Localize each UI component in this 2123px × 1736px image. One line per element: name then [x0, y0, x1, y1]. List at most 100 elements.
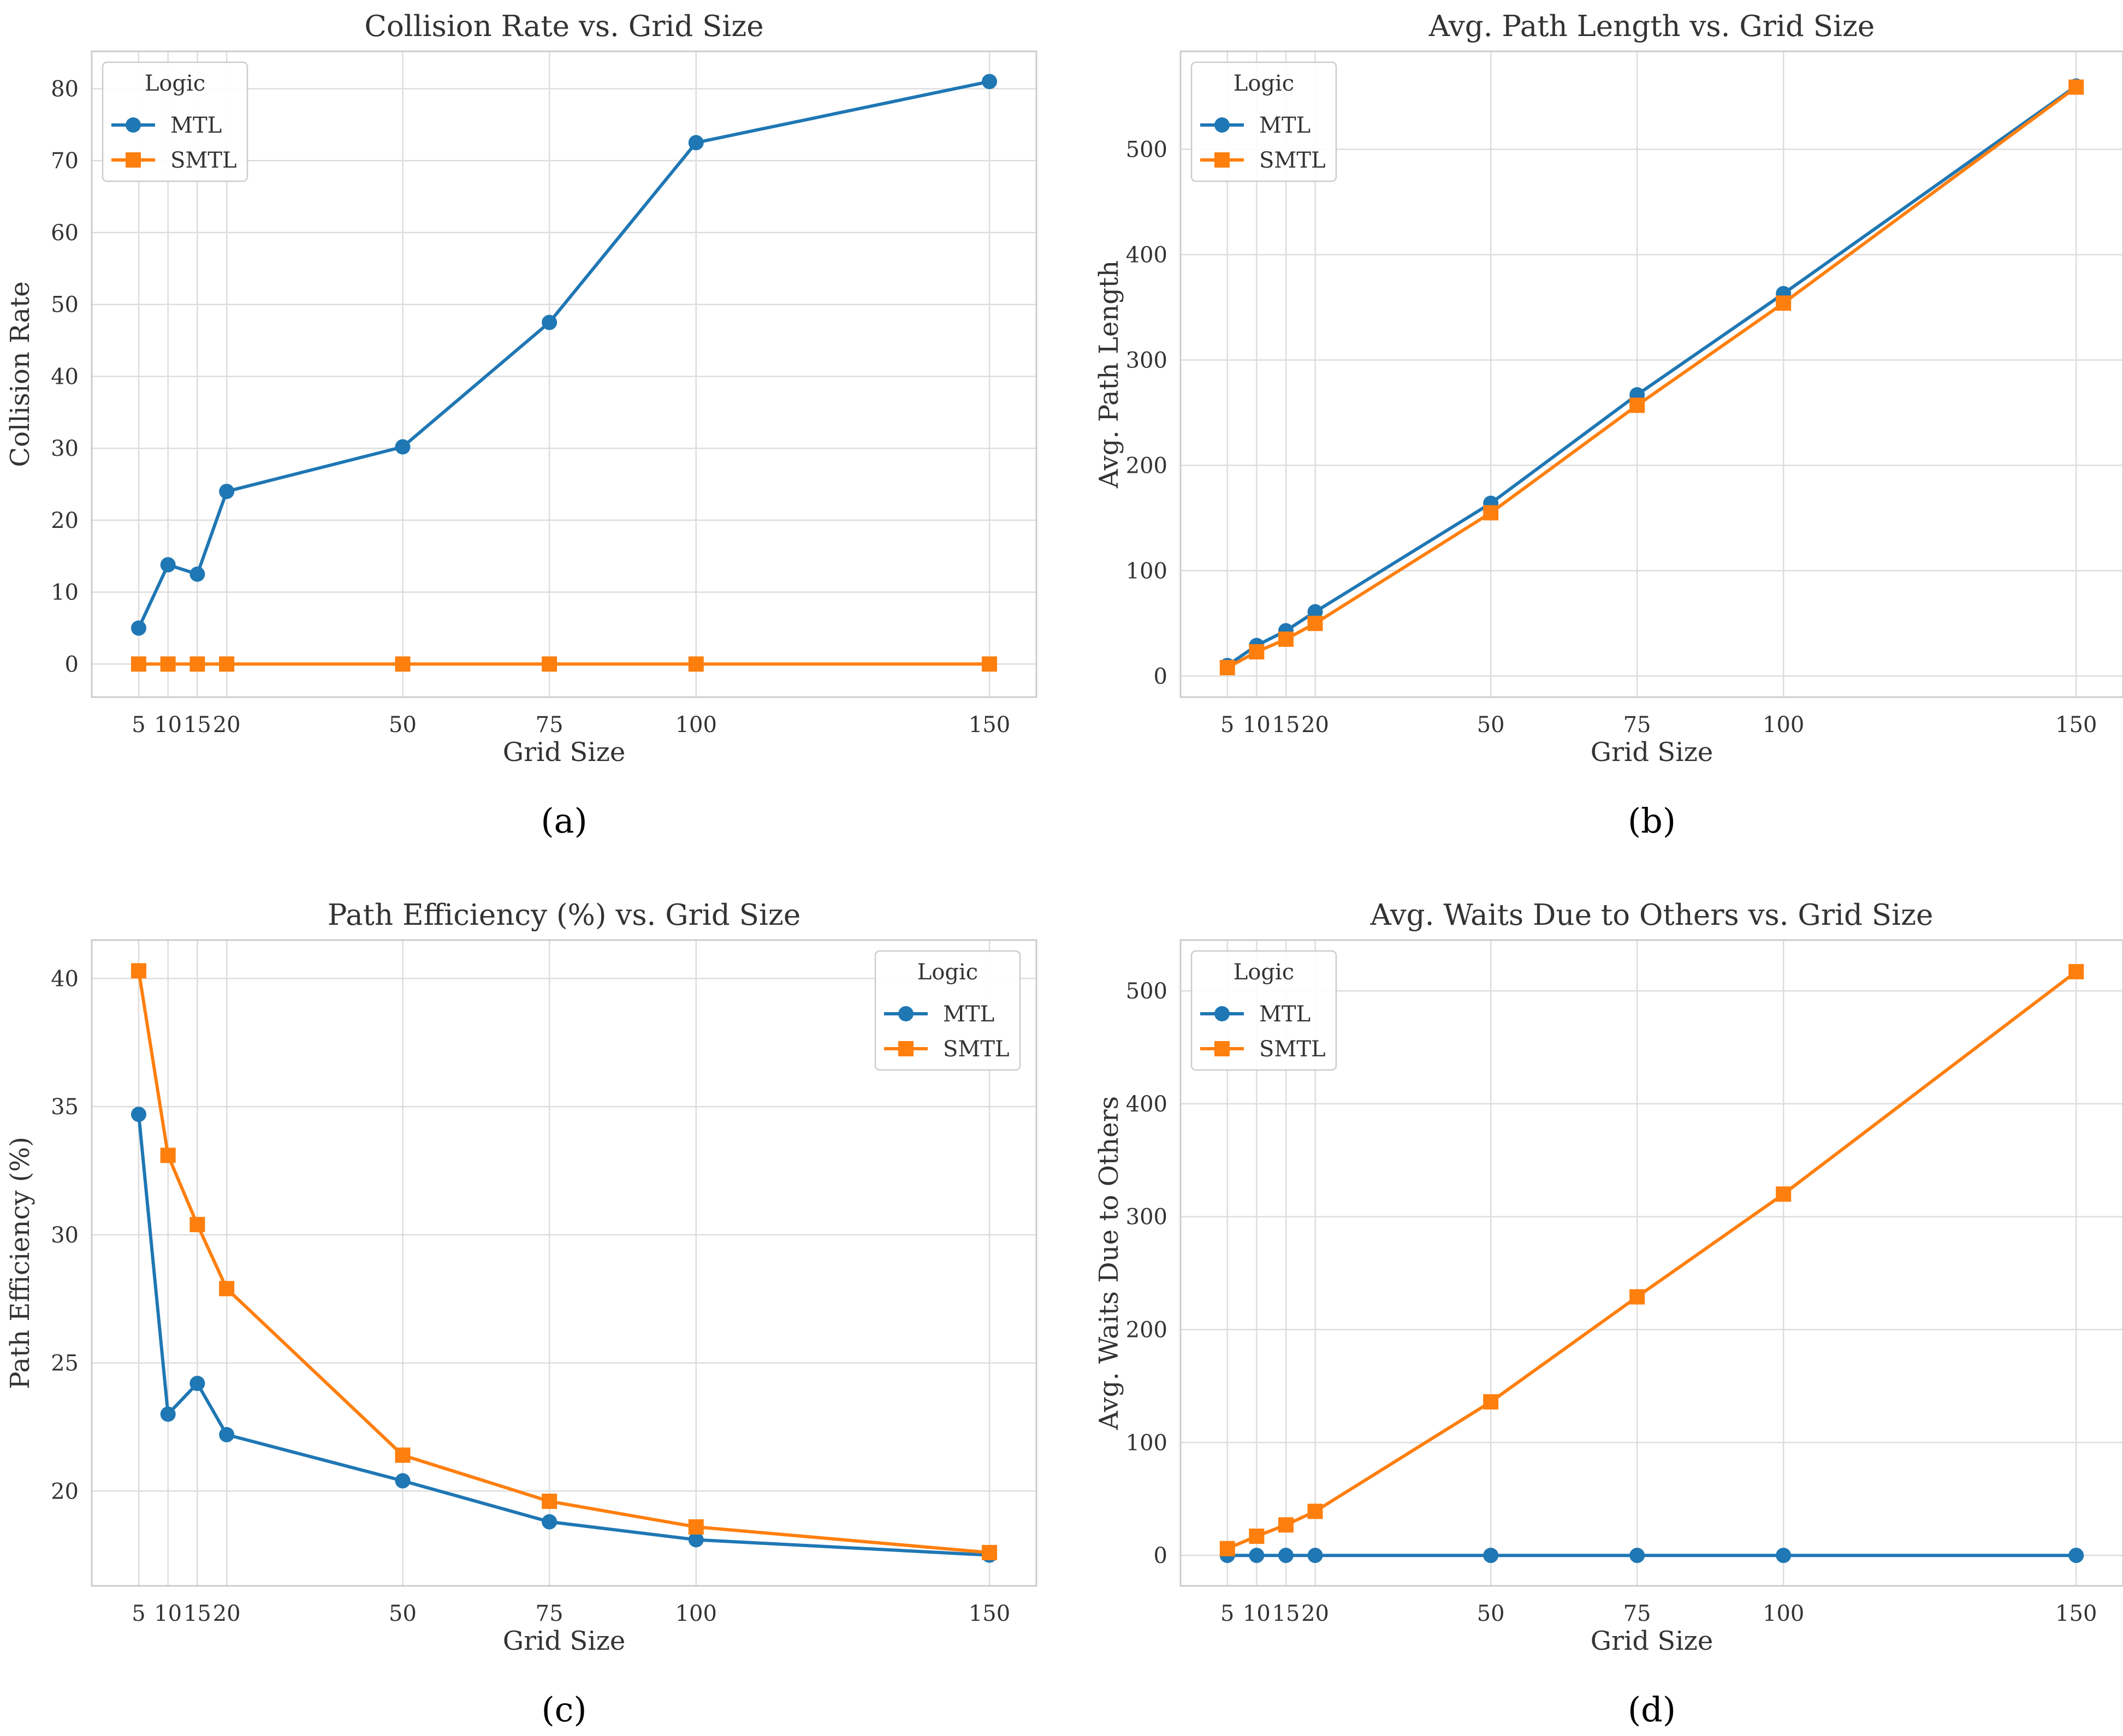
- x-tick-label: 75: [536, 712, 564, 738]
- y-tick-label: 40: [51, 364, 79, 389]
- y-tick-label: 40: [51, 966, 79, 991]
- y-tick-label: 30: [51, 1223, 79, 1248]
- x-tick-label: 50: [1477, 1601, 1505, 1626]
- x-tick-label: 50: [1477, 712, 1505, 738]
- legend: Logic MTL SMTL: [1190, 61, 1337, 182]
- panel-label: (d): [1628, 1690, 1676, 1729]
- data-point-mtl: [1776, 1548, 1792, 1563]
- y-tick-label: 400: [1126, 1092, 1167, 1117]
- y-tick-label: 30: [51, 436, 79, 461]
- data-point-mtl: [1278, 1548, 1294, 1563]
- data-point-smtl: [1629, 1289, 1645, 1305]
- data-point-mtl: [219, 1427, 235, 1443]
- data-point-mtl: [1483, 1548, 1499, 1563]
- chart-panel-a: 5 10 15 20 50 75 100 15001020304050607080Collis…: [5, 10, 1037, 841]
- y-axis-label: Path Efficiency (%): [5, 1137, 35, 1389]
- x-tick-label: 5: [132, 712, 145, 738]
- y-tick-label: 200: [1126, 453, 1167, 478]
- x-tick-label: 75: [1623, 712, 1651, 738]
- plot-frame: [91, 50, 1037, 698]
- x-tick-label: 50: [389, 1601, 417, 1626]
- chart-panel-d: 5 10 15 20 50 75 100 150 0 100 200 300 400 500 Avg. Wa…: [1094, 899, 2123, 1729]
- y-tick-label: 70: [51, 148, 79, 174]
- legend-marker-mtl: [898, 1006, 914, 1021]
- x-tick-label: 15: [1272, 712, 1300, 738]
- panel-label: (a): [541, 801, 587, 841]
- legend-box: [1190, 950, 1337, 1071]
- data-point-mtl: [2068, 1548, 2084, 1563]
- series-line-mtl: [1226, 85, 2077, 667]
- y-tick-label: 25: [51, 1351, 79, 1376]
- x-tick-label: 15: [183, 712, 211, 738]
- y-tick-label: 60: [51, 221, 79, 246]
- data-point-mtl: [688, 135, 704, 151]
- data-point-mtl: [688, 1532, 704, 1548]
- data-point-smtl: [542, 1494, 558, 1509]
- y-tick-label: 0: [1154, 1543, 1167, 1568]
- x-tick-label: 5: [1220, 1601, 1234, 1626]
- x-tick-label: 75: [1623, 1601, 1651, 1626]
- data-point-mtl: [542, 1514, 558, 1530]
- legend-box: [874, 950, 1021, 1071]
- x-tick-label: 150: [969, 1601, 1010, 1626]
- y-tick-label: 300: [1126, 348, 1167, 373]
- data-point-smtl: [1307, 1503, 1323, 1519]
- data-point-smtl: [1219, 659, 1235, 675]
- chart-title: Path Efficiency (%) vs. Grid Size: [328, 899, 800, 932]
- legend-marker-mtl: [1214, 117, 1230, 133]
- y-tick-label: 0: [65, 652, 79, 677]
- series-line-smtl: [137, 970, 990, 1554]
- x-tick-label: 15: [183, 1601, 211, 1626]
- data-point-mtl: [189, 1376, 205, 1392]
- x-axis-label: Grid Size: [503, 737, 626, 768]
- data-point-mtl: [1307, 1548, 1323, 1563]
- data-point-smtl: [1776, 295, 1792, 311]
- x-tick-label: 150: [2055, 712, 2097, 738]
- data-point-mtl: [1249, 1548, 1265, 1563]
- y-tick-label: 35: [51, 1095, 79, 1120]
- y-axis-label: Avg. Path Length: [1094, 260, 1124, 489]
- x-tick-label: 150: [2055, 1601, 2097, 1626]
- data-point-smtl: [688, 656, 704, 672]
- legend-label: MTL: [170, 113, 222, 138]
- series-line-smtl: [1226, 970, 2078, 1550]
- legend-label: SMTL: [170, 148, 237, 173]
- data-point-smtl: [1629, 397, 1645, 413]
- legend-label: MTL: [1259, 113, 1310, 138]
- data-point-smtl: [395, 656, 411, 672]
- x-axis-label: Grid Size: [503, 1626, 626, 1656]
- legend-label: SMTL: [1259, 1037, 1326, 1062]
- data-point-smtl: [1483, 1394, 1499, 1410]
- y-tick-label: 20: [51, 508, 79, 533]
- data-point-mtl: [395, 1473, 411, 1489]
- data-point-smtl: [219, 1281, 235, 1297]
- x-tick-label: 20: [213, 1601, 241, 1626]
- x-tick-label: 10: [1243, 712, 1271, 738]
- legend-title: Logic: [1234, 960, 1294, 985]
- y-tick-label: 400: [1126, 242, 1167, 267]
- data-point-mtl: [160, 1406, 176, 1422]
- x-tick-label: 5: [1220, 712, 1234, 738]
- x-tick-label: 5: [132, 1601, 145, 1626]
- legend-marker-mtl: [126, 117, 141, 133]
- x-tick-label: 10: [154, 1601, 182, 1626]
- data-point-mtl: [131, 620, 146, 636]
- data-point-smtl: [982, 1544, 998, 1560]
- data-point-smtl: [1249, 1529, 1265, 1544]
- chart-title: Collision Rate vs. Grid Size: [364, 10, 763, 43]
- y-tick-label: 100: [1126, 1430, 1167, 1455]
- legend-marker-smtl: [898, 1041, 914, 1056]
- legend-title: Logic: [145, 71, 205, 96]
- data-point-smtl: [131, 656, 146, 672]
- y-tick-label: 0: [1154, 664, 1167, 689]
- legend-label: MTL: [943, 1002, 994, 1027]
- legend: Logic MTL SMTL: [1190, 950, 1337, 1071]
- y-tick-label: 200: [1126, 1318, 1167, 1343]
- data-point-smtl: [1249, 644, 1265, 660]
- x-tick-label: 150: [969, 712, 1010, 738]
- plot-frame: [1179, 50, 2123, 698]
- plot-frame: [1179, 939, 2123, 1587]
- x-axis-label: Grid Size: [1591, 1626, 1713, 1656]
